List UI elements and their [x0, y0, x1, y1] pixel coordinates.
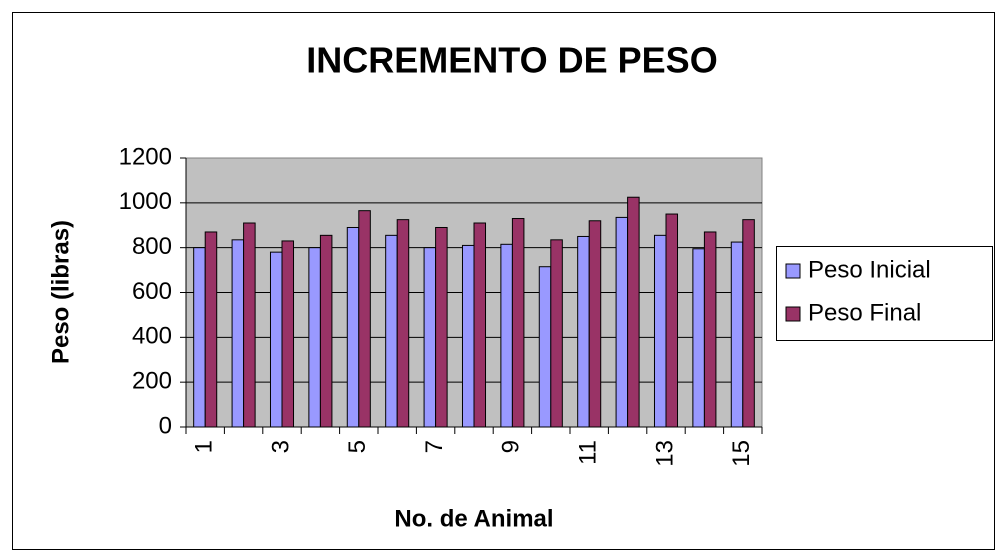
legend-swatch [785, 306, 801, 322]
bar [511, 218, 525, 428]
legend-box [776, 246, 993, 341]
y-tick-label: 600 [132, 278, 172, 305]
x-tick-label: 15 [728, 440, 755, 467]
bar [193, 247, 206, 428]
x-tick-label: 3 [267, 440, 294, 453]
bar [500, 243, 513, 428]
bar [577, 235, 590, 428]
bar [730, 241, 744, 428]
y-tick-label: 1000 [119, 188, 172, 215]
x-tick-label: 9 [498, 440, 525, 453]
x-tick-label: 7 [421, 440, 448, 453]
y-tick-label: 800 [132, 233, 172, 260]
bar [665, 213, 679, 428]
bar [423, 247, 437, 428]
bar [346, 226, 360, 428]
bar [627, 196, 640, 428]
bar [692, 248, 705, 428]
bar [473, 222, 487, 428]
bar [269, 251, 283, 428]
bar [396, 219, 410, 428]
bar [281, 240, 295, 428]
x-tick-label: 13 [651, 440, 678, 467]
y-axis-label: Peso (libras) [47, 220, 74, 364]
y-tick-label: 400 [132, 323, 172, 350]
bar [385, 234, 398, 428]
bar [550, 239, 563, 428]
legend-label: Peso Inicial [808, 256, 931, 283]
bar [204, 231, 218, 428]
bar [231, 239, 245, 428]
bar [308, 247, 321, 428]
bar [435, 226, 448, 428]
bar [588, 220, 602, 428]
bar [538, 266, 552, 428]
bar [358, 210, 371, 428]
bar [319, 234, 333, 428]
x-tick-label: 5 [344, 440, 371, 453]
y-tick-label: 1200 [119, 143, 172, 170]
legend-label: Peso Final [808, 299, 921, 326]
y-tick-label: 0 [159, 412, 172, 439]
y-tick-label: 200 [132, 368, 172, 395]
bar [703, 231, 717, 428]
bar [653, 234, 667, 428]
x-axis-label: No. de Animal [394, 505, 553, 532]
bar [243, 222, 256, 428]
legend-swatch [785, 263, 801, 279]
bar [461, 244, 475, 428]
x-tick-label: 1 [191, 440, 218, 453]
chart-title: INCREMENTO DE PESO [306, 40, 717, 81]
bar [615, 216, 629, 428]
x-tick-label: 11 [575, 440, 602, 465]
bar [742, 219, 755, 428]
